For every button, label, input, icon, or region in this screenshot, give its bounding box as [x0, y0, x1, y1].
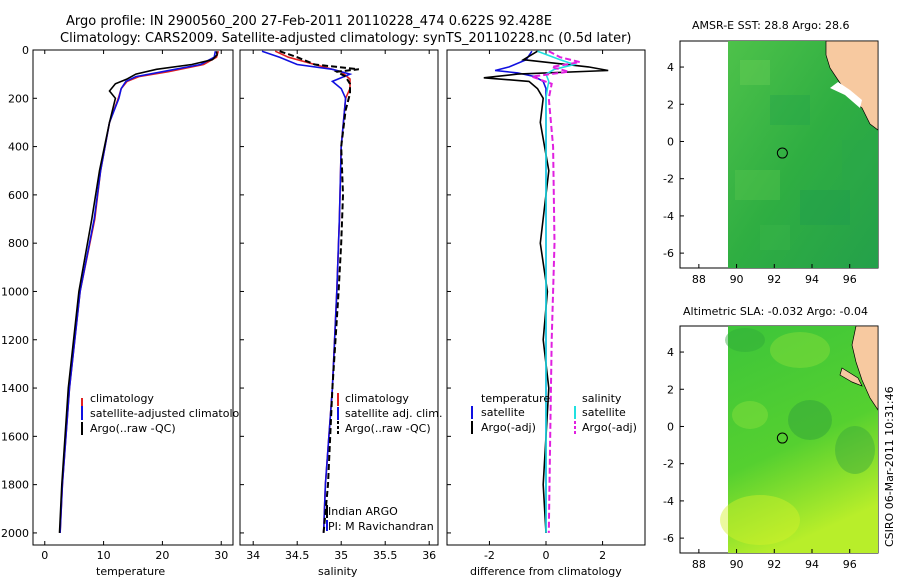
map-x-tick-label: 92 — [767, 273, 781, 286]
map-x-tick-label: 96 — [843, 273, 857, 286]
y-tick-label: 1200 — [1, 334, 29, 347]
map-x-tick-label: 92 — [767, 558, 781, 571]
timestamp-stamp: CSIRO 06-Mar-2011 10:31:46 — [883, 386, 896, 547]
legend-label-climatology: climatology — [345, 392, 409, 405]
x-tick-label: 35.5 — [373, 549, 398, 562]
x-tick-label: 0 — [41, 549, 48, 562]
legend-label-satellite-adjusted: satellite-adjusted climatology — [90, 407, 253, 420]
temperature-xlabel: temperature — [96, 565, 165, 578]
legend-label-sal-argo: Argo(-adj) — [582, 421, 637, 434]
legend-label-climatology: climatology — [90, 392, 154, 405]
sst-field-texture — [735, 60, 872, 250]
series-line-argo-raw-qc — [58, 51, 218, 533]
sla-map-panel: Altimetric SLA: -0.032 Argo: -0.04 88 90 9… — [663, 305, 879, 571]
x-tick-label: 34.5 — [285, 549, 310, 562]
sst-argo-marker — [776, 147, 788, 159]
map-y-tick-label: -6 — [663, 247, 674, 260]
sst-land-gap — [830, 82, 862, 108]
series-line-temperature-argo-adj — [483, 50, 609, 533]
temperature-legend: climatology satellite-adjusted climatolo… — [81, 392, 253, 435]
x-tick-label: 34 — [246, 549, 260, 562]
sst-map-panel: AMSR-E SST: 28.8 Argo: 28.6 88 90 92 94 96 4 2… — [663, 19, 879, 286]
y-tick-label: 1400 — [1, 382, 29, 395]
series-line-argo-raw-qc — [279, 50, 359, 533]
salinity-xlabel: salinity — [318, 565, 358, 578]
note-indian-argo: Indian ARGO — [328, 505, 398, 518]
legend-title-salinity: salinity — [582, 392, 622, 405]
sla-field — [728, 326, 878, 553]
sla-field-texture — [720, 328, 875, 545]
y-tick-label: 0 — [22, 44, 29, 57]
difference-panel: -2 0 2 difference from climatology tempera… — [446, 49, 646, 578]
salinity-panel: 34 34.5 35 35.5 36 salinity climatology sate… — [239, 49, 442, 578]
map-x-tick-label: 88 — [692, 558, 706, 571]
x-tick-label: 2 — [599, 549, 606, 562]
y-tick-label: 600 — [8, 189, 29, 202]
map-x-tick-label: 90 — [730, 273, 744, 286]
sla-island — [839, 367, 863, 387]
map-x-tick-label: 94 — [805, 558, 819, 571]
y-tick-label: 1800 — [1, 479, 29, 492]
x-tick-label: 36 — [422, 549, 436, 562]
map-y-tick-label: 2 — [667, 383, 674, 396]
x-tick-label: 30 — [214, 549, 228, 562]
map-x-tick-label: 94 — [805, 273, 819, 286]
series-line-satellite-adjusted-climatology — [59, 51, 217, 533]
legend-title-temperature: temperature — [481, 392, 550, 405]
legend-label-argo: Argo(..raw -QC) — [90, 422, 176, 435]
legend-label-satellite: satellite adj. clim. — [345, 407, 442, 420]
map-x-tick-label: 88 — [692, 273, 706, 286]
map-y-tick-label: -2 — [663, 173, 674, 186]
map-y-tick-label: -4 — [663, 210, 674, 223]
sla-map-title: Altimetric SLA: -0.032 Argo: -0.04 — [683, 305, 868, 318]
figure-title-line1: Argo profile: IN 2900560_200 27-Feb-2011… — [66, 14, 552, 29]
x-tick-label: -2 — [484, 549, 495, 562]
note-pi: PI: M Ravichandran — [328, 520, 434, 533]
map-y-tick-label: 2 — [667, 98, 674, 111]
sst-map-title: AMSR-E SST: 28.8 Argo: 28.6 — [692, 19, 850, 32]
figure-title-line2: Climatology: CARS2009. Satellite-adjuste… — [60, 31, 632, 46]
map-y-tick-label: -2 — [663, 458, 674, 471]
map-y-tick-label: 4 — [667, 346, 674, 359]
map-y-tick-label: -6 — [663, 532, 674, 545]
difference-legend: temperature satellite Argo(-adj) salinit… — [471, 392, 637, 434]
map-y-tick-label: 0 — [667, 420, 674, 433]
series-line-satellite-adj-clim — [261, 50, 353, 533]
difference-xlabel: difference from climatology — [470, 565, 622, 578]
series-line-salinity-argo-adj — [531, 50, 581, 533]
x-tick-label: 35 — [334, 549, 348, 562]
salinity-legend: climatology satellite adj. clim. Argo(..… — [337, 392, 442, 435]
x-tick-label: 10 — [97, 549, 111, 562]
temperature-panel: 0 10 20 30 0 200 400 600 800 1000 1200 1400 1600 1800… — [1, 44, 253, 578]
y-tick-label: 1000 — [1, 285, 29, 298]
legend-label-sal-satellite: satellite — [582, 406, 626, 419]
y-tick-label: 800 — [8, 237, 29, 250]
y-tick-label: 400 — [8, 141, 29, 154]
map-y-tick-label: -4 — [663, 495, 674, 508]
legend-label-argo: Argo(..raw -QC) — [345, 422, 431, 435]
y-tick-label: 1600 — [1, 430, 29, 443]
sla-argo-marker — [776, 432, 788, 444]
x-tick-label: 0 — [543, 549, 550, 562]
map-y-tick-label: 0 — [667, 135, 674, 148]
y-tick-label: 2000 — [1, 527, 29, 540]
legend-label-temp-argo: Argo(-adj) — [481, 421, 536, 434]
legend-label-temp-satellite: satellite — [481, 406, 525, 419]
map-x-tick-label: 96 — [843, 558, 857, 571]
series-line-salinity-satellite — [537, 50, 578, 533]
y-tick-label: 200 — [8, 92, 29, 105]
map-x-tick-label: 90 — [730, 558, 744, 571]
sla-land — [851, 325, 879, 412]
temperature-axes — [32, 49, 234, 546]
map-y-tick-label: 4 — [667, 61, 674, 74]
x-tick-label: 20 — [155, 549, 169, 562]
